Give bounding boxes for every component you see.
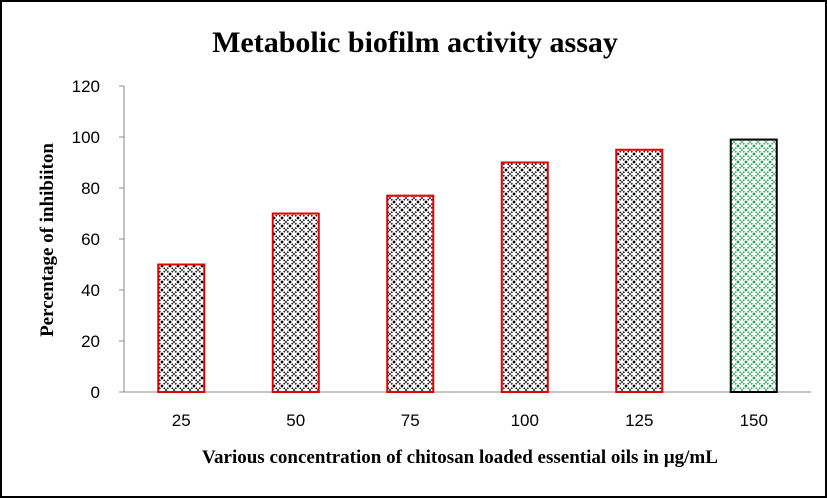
x-tick-label: 50	[286, 411, 305, 430]
x-tick-label: 25	[172, 411, 191, 430]
y-tick-label: 40	[81, 281, 100, 300]
y-tick-label: 60	[81, 230, 100, 249]
y-tick-label: 0	[91, 383, 100, 402]
y-tick-label: 100	[72, 128, 100, 147]
bar-125	[615, 148, 664, 393]
x-tick-label: 150	[740, 411, 768, 430]
y-tick-label: 120	[72, 77, 100, 96]
bar-50	[271, 212, 320, 393]
y-axis: 0 20 40 60 80 100 120	[72, 77, 125, 402]
x-tick-label: 100	[511, 411, 539, 430]
x-axis-label: Various concentration of chitosan loaded…	[202, 447, 718, 468]
x-tick-label: 125	[625, 411, 653, 430]
bars	[157, 138, 778, 393]
x-axis: 25 50 75 100 125 150	[124, 391, 811, 430]
y-tick-label: 20	[81, 332, 100, 351]
bar-25	[157, 263, 206, 393]
y-tick-label: 80	[81, 179, 100, 198]
bar-100	[500, 161, 549, 393]
y-axis-label: Percentage of inhibiiton	[37, 143, 58, 337]
x-tick-label: 75	[401, 411, 420, 430]
bar-150	[729, 138, 778, 393]
chart-title: Metabolic biofilm activity assay	[212, 26, 618, 59]
bar-75	[386, 194, 435, 393]
